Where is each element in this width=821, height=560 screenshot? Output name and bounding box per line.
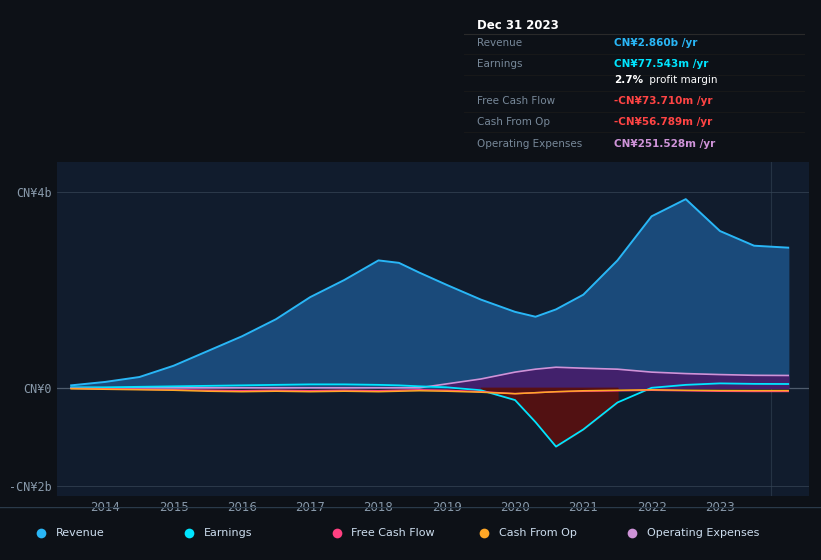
Text: Earnings: Earnings (204, 529, 252, 538)
Text: -CN¥56.789m /yr: -CN¥56.789m /yr (614, 116, 712, 127)
Text: 2.7%: 2.7% (614, 75, 643, 85)
Text: CN¥2.860b /yr: CN¥2.860b /yr (614, 38, 697, 48)
Text: CN¥251.528m /yr: CN¥251.528m /yr (614, 139, 715, 149)
Text: Cash From Op: Cash From Op (499, 529, 577, 538)
Text: Dec 31 2023: Dec 31 2023 (478, 19, 559, 32)
Text: Free Cash Flow: Free Cash Flow (478, 96, 556, 106)
Text: CN¥77.543m /yr: CN¥77.543m /yr (614, 59, 709, 69)
Text: profit margin: profit margin (646, 75, 718, 85)
Text: Revenue: Revenue (56, 529, 104, 538)
Text: Free Cash Flow: Free Cash Flow (351, 529, 435, 538)
Text: Operating Expenses: Operating Expenses (647, 529, 759, 538)
Text: -CN¥73.710m /yr: -CN¥73.710m /yr (614, 96, 713, 106)
Text: Cash From Op: Cash From Op (478, 116, 551, 127)
Text: Earnings: Earnings (478, 59, 523, 69)
Text: Operating Expenses: Operating Expenses (478, 139, 583, 149)
Text: Revenue: Revenue (478, 38, 523, 48)
